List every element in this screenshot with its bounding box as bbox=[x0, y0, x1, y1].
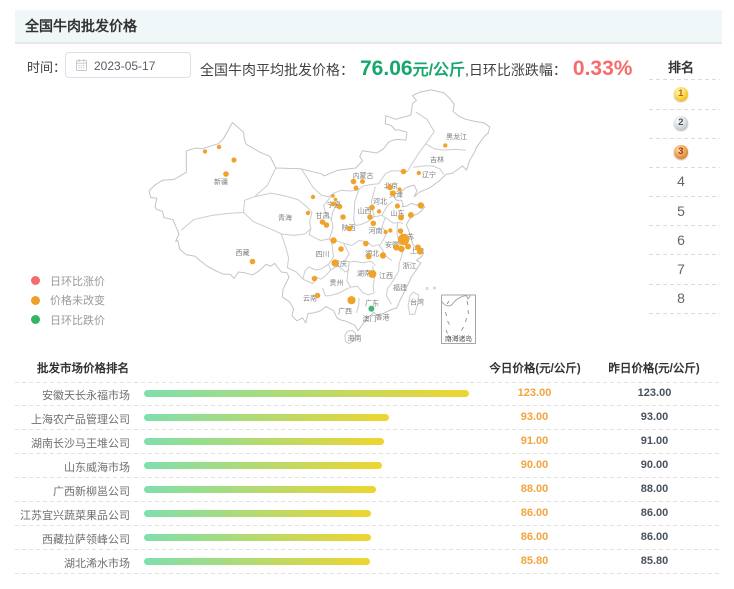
svg-text:天津: 天津 bbox=[389, 191, 403, 199]
svg-text:青海: 青海 bbox=[278, 213, 292, 222]
svg-text:辽宁: 辽宁 bbox=[422, 170, 436, 179]
svg-text:吉林: 吉林 bbox=[430, 155, 444, 164]
svg-text:福建: 福建 bbox=[393, 283, 407, 292]
svg-text:河北: 河北 bbox=[373, 198, 387, 206]
svg-text:广东: 广东 bbox=[365, 299, 379, 308]
svg-text:广西: 广西 bbox=[338, 307, 352, 316]
svg-text:香港: 香港 bbox=[376, 313, 390, 322]
svg-text:江西: 江西 bbox=[379, 272, 393, 280]
svg-text:四川: 四川 bbox=[316, 251, 330, 259]
svg-text:黑龙江: 黑龙江 bbox=[446, 132, 467, 141]
svg-text:安徽: 安徽 bbox=[385, 240, 399, 249]
svg-text:湖北: 湖北 bbox=[365, 249, 379, 258]
svg-text:山西: 山西 bbox=[358, 206, 372, 215]
svg-text:湖南: 湖南 bbox=[357, 269, 371, 278]
svg-text:南海诸岛: 南海诸岛 bbox=[445, 334, 472, 343]
svg-text:重庆: 重庆 bbox=[333, 259, 347, 268]
svg-text:浙江: 浙江 bbox=[403, 261, 417, 270]
svg-text:海南: 海南 bbox=[348, 334, 362, 343]
svg-text:山东: 山东 bbox=[391, 209, 405, 218]
svg-text:河南: 河南 bbox=[369, 226, 383, 235]
svg-text:内蒙古: 内蒙古 bbox=[353, 171, 374, 180]
svg-text:甘肃: 甘肃 bbox=[316, 211, 330, 220]
svg-text:新疆: 新疆 bbox=[214, 177, 228, 186]
svg-text:云南: 云南 bbox=[303, 294, 317, 303]
svg-text:西藏: 西藏 bbox=[236, 248, 250, 257]
svg-text:台湾: 台湾 bbox=[410, 298, 424, 307]
svg-text:贵州: 贵州 bbox=[330, 278, 344, 287]
svg-text:澳门: 澳门 bbox=[363, 314, 377, 323]
